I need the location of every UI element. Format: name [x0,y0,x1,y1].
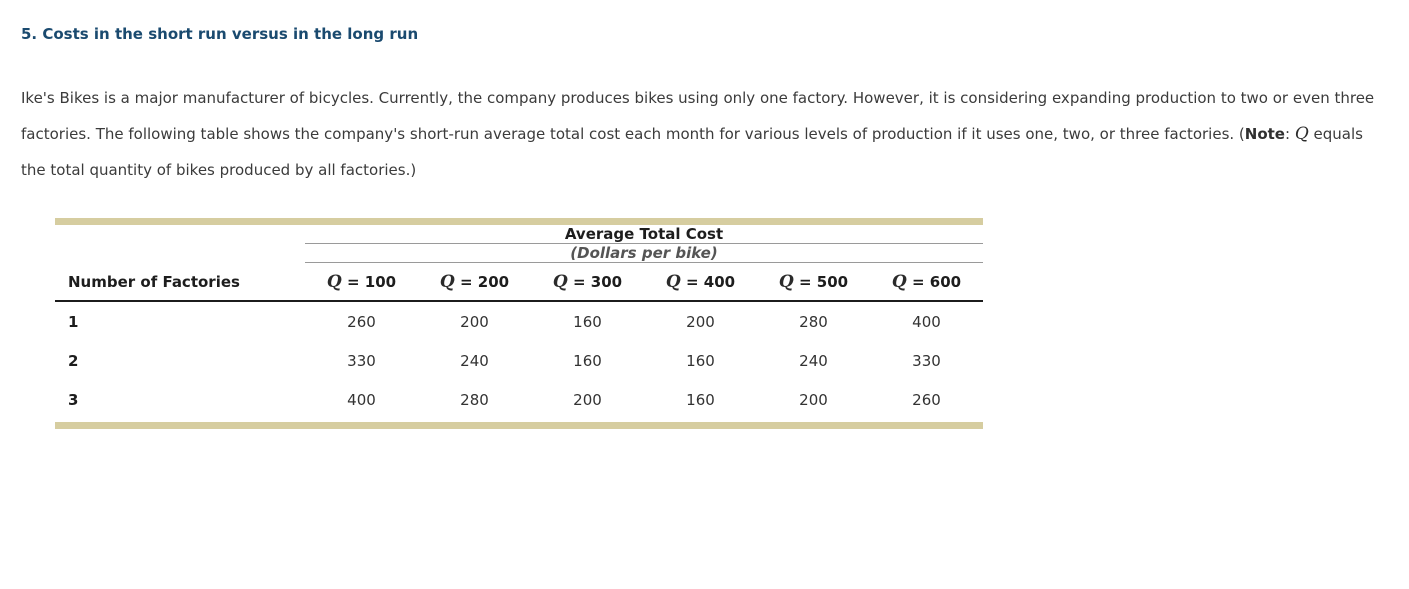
page-title: 5. Costs in the short run versus in the … [21,25,419,43]
cell-value: 160 [573,352,602,370]
table-row-3-factories: 3 400 280 200 160 200 260 [55,380,983,422]
col-header-q400: Q = 400 [644,262,757,302]
col-header-value: = 600 [911,273,962,291]
note-colon: : [1284,125,1295,143]
intro-text-after: equals the total quantity of bikes produ… [21,125,1363,179]
cell-value: 160 [686,391,715,409]
table-row-2-factories: 2 330 240 160 160 240 330 [55,341,983,380]
spacer-cell [55,225,305,244]
q-symbol: Q [326,272,342,292]
row-label: 2 [68,352,79,370]
table-row-1-factory: 1 260 200 160 200 280 400 [55,301,983,341]
cell-value: 200 [686,313,715,331]
cell-value: 260 [912,391,941,409]
cell-value: 400 [347,391,376,409]
cost-table-container: Average Total Cost (Dollars per bike) Nu… [55,218,983,429]
col-header-q300: Q = 300 [531,262,644,302]
table-top-rule [55,218,983,225]
col-header-q500: Q = 500 [757,262,870,302]
group-header-row: Average Total Cost [55,225,983,244]
row-header-label: Number of Factories [55,262,305,302]
row-label: 1 [68,313,79,331]
column-header-row: Number of Factories Q = 100 Q = 200 Q = … [55,262,983,302]
col-header-q600: Q = 600 [870,262,983,302]
col-header-value: = 200 [459,273,510,291]
cell-value: 160 [573,313,602,331]
cell-value: 240 [799,352,828,370]
cell-value: 330 [912,352,941,370]
col-header-value: = 100 [346,273,397,291]
cell-value: 280 [460,391,489,409]
q-symbol: Q [439,272,455,292]
cell-value: 200 [573,391,602,409]
cell-value: 260 [347,313,376,331]
col-header-value: = 500 [798,273,849,291]
intro-paragraph: Ike's Bikes is a major manufacturer of b… [21,80,1377,188]
cell-value: 160 [686,352,715,370]
q-symbol: Q [552,272,568,292]
col-header-q200: Q = 200 [418,262,531,302]
col-header-value: = 400 [685,273,736,291]
group-subheader-row: (Dollars per bike) [55,243,983,263]
q-symbol: Q [778,272,794,292]
group-header: Average Total Cost [305,225,983,244]
table-bottom-rule [55,422,983,429]
spacer-cell [55,244,305,263]
row-label: 3 [68,391,79,409]
q-symbol: Q [1294,124,1309,144]
cell-value: 200 [799,391,828,409]
cell-value: 330 [347,352,376,370]
cell-value: 200 [460,313,489,331]
cell-value: 240 [460,352,489,370]
cell-value: 400 [912,313,941,331]
col-header-value: = 300 [572,273,623,291]
cell-value: 280 [799,313,828,331]
group-subheader: (Dollars per bike) [305,243,983,263]
average-total-cost-table: Average Total Cost (Dollars per bike) Nu… [55,225,983,422]
intro-text: Ike's Bikes is a major manufacturer of b… [21,89,1375,143]
col-header-q100: Q = 100 [305,262,418,302]
q-symbol: Q [665,272,681,292]
note-label: Note [1244,125,1285,143]
q-symbol: Q [891,272,907,292]
